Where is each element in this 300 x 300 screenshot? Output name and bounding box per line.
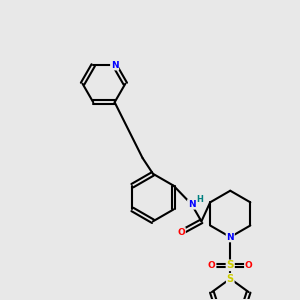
Text: S: S: [226, 260, 234, 270]
Text: O: O: [245, 261, 253, 270]
Text: O: O: [177, 228, 185, 237]
Text: S: S: [227, 274, 234, 284]
Text: H: H: [196, 195, 203, 204]
Text: N: N: [226, 232, 234, 242]
Text: N: N: [188, 200, 195, 209]
Text: N: N: [111, 61, 119, 70]
Text: O: O: [208, 261, 216, 270]
